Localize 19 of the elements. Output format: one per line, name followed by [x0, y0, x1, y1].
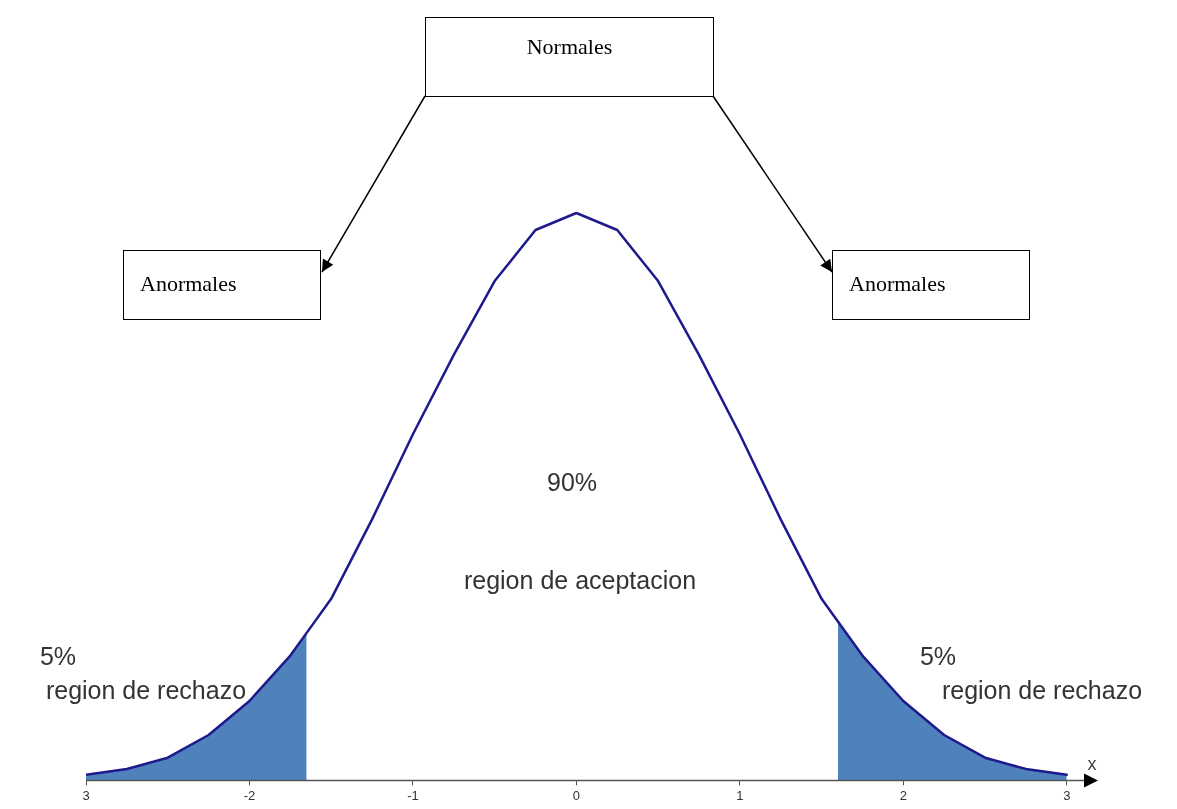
annotation: region de rechazo — [941, 675, 1143, 705]
annotation: region de aceptacion — [463, 565, 697, 595]
text: 5% — [39, 641, 77, 671]
text-box: Anormales — [832, 250, 1030, 320]
x-tick-label: -2 — [243, 787, 256, 803]
x-tick-label: 3 — [1063, 787, 1071, 803]
annotation: region de rechazo — [45, 675, 247, 705]
x-axis-title: x — [1087, 754, 1097, 775]
text-box: Normales — [425, 17, 714, 97]
annotation: Anormales — [849, 271, 946, 297]
x-tick-label: -1 — [407, 787, 419, 803]
annotation: 5% — [919, 641, 957, 671]
annotation: 90% — [546, 467, 598, 497]
x-tick-label: 1 — [736, 787, 744, 803]
x-tick-label: 3 — [82, 787, 90, 803]
text-box: Anormales — [123, 250, 321, 320]
x-tick-label: 2 — [899, 787, 907, 803]
x-tick-label: 0 — [572, 787, 580, 803]
annotation: Anormales — [140, 271, 237, 297]
